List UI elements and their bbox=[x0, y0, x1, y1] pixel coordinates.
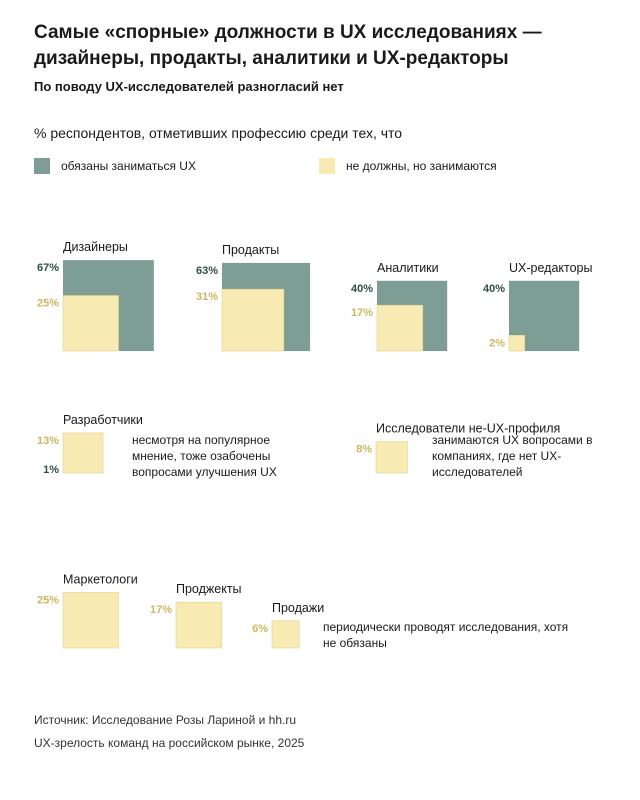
value-label-should-not-5: 8% bbox=[356, 444, 372, 456]
value-label-should-not-0: 25% bbox=[37, 298, 59, 310]
value-label-should-not-2: 17% bbox=[351, 307, 373, 319]
note-sales-group: периодически проводят исследования, хотя… bbox=[323, 620, 569, 650]
bar-should-not-5 bbox=[375, 441, 408, 474]
value-label-must-3: 40% bbox=[483, 283, 505, 295]
note-external-researchers: занимаются UX вопросами в компаниях, где… bbox=[432, 433, 593, 479]
bar-should-not-0 bbox=[62, 295, 119, 352]
value-label-should-not-6: 25% bbox=[37, 595, 59, 607]
category-label-6: Маркетологи bbox=[63, 573, 138, 587]
value-label-must-4: 1% bbox=[43, 464, 59, 476]
bar-should-not-4 bbox=[62, 432, 104, 474]
note-developers: несмотря на популярное мнение, тоже озаб… bbox=[132, 433, 277, 479]
value-label-should-not-3: 2% bbox=[489, 337, 505, 349]
source-line-2: UX-зрелость команд на российском рынке, … bbox=[34, 736, 305, 750]
bar-should-not-3 bbox=[508, 335, 525, 352]
chart-question: % респондентов, отметивших профессию сре… bbox=[34, 125, 403, 141]
legend-item-should-not: не должны, но занимаются bbox=[319, 158, 497, 174]
bar-should-not-2 bbox=[376, 304, 424, 352]
legend-label-should-not: не должны, но занимаются bbox=[346, 159, 497, 173]
legend-label-must: обязаны заниматься UX bbox=[61, 159, 196, 173]
category-label-4: Разработчики bbox=[63, 413, 143, 427]
value-label-should-not-4: 13% bbox=[37, 435, 59, 447]
chart-subtitle: По поводу UX-исследователей разногласий … bbox=[34, 79, 344, 94]
chart-title: Самые «спорные» должности в UX исследова… bbox=[34, 22, 542, 69]
category-label-8: Продажи bbox=[272, 601, 324, 615]
category-label-3: UX-редакторы bbox=[509, 261, 592, 275]
category-label-0: Дизайнеры bbox=[63, 240, 128, 254]
value-label-must-0: 67% bbox=[37, 262, 59, 274]
legend-swatch-should-not bbox=[319, 158, 335, 174]
bar-should-not-7 bbox=[175, 601, 223, 649]
value-label-should-not-7: 17% bbox=[150, 604, 172, 616]
legend-item-must: обязаны заниматься UX bbox=[34, 158, 196, 174]
bar-should-not-1 bbox=[221, 288, 285, 352]
source-line-1: Источник: Исследование Розы Лариной и hh… bbox=[34, 713, 296, 727]
category-label-7: Проджекты bbox=[176, 582, 242, 596]
category-label-1: Продакты bbox=[222, 243, 279, 257]
legend-swatch-must bbox=[34, 158, 50, 174]
value-label-should-not-8: 6% bbox=[252, 623, 268, 635]
value-label-should-not-1: 31% bbox=[196, 291, 218, 303]
value-label-must-2: 40% bbox=[351, 283, 373, 295]
bar-should-not-6 bbox=[62, 592, 119, 649]
category-label-5: Исследователи не-UX-профиля bbox=[376, 422, 560, 436]
value-label-must-1: 63% bbox=[196, 265, 218, 277]
category-label-2: Аналитики bbox=[377, 261, 439, 275]
bar-should-not-8 bbox=[271, 620, 300, 649]
